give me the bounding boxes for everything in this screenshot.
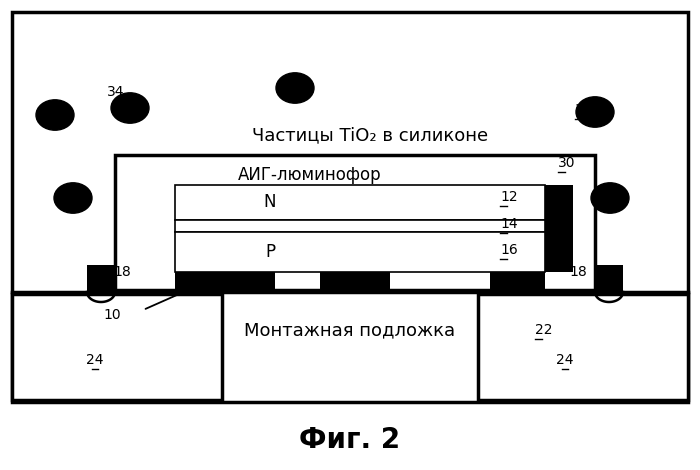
Text: 32: 32	[575, 103, 592, 117]
Text: 30: 30	[558, 156, 575, 170]
Bar	[320, 272, 390, 292]
Text: P: P	[265, 243, 275, 261]
Ellipse shape	[576, 97, 614, 127]
Text: N: N	[264, 193, 276, 211]
Text: Фиг. 2: Фиг. 2	[300, 426, 400, 454]
Bar	[12, 12, 688, 402]
Bar	[175, 232, 545, 272]
Text: АИГ-люминофор: АИГ-люминофор	[238, 166, 382, 184]
Text: 16: 16	[500, 243, 518, 257]
Bar	[478, 294, 688, 400]
Text: 22: 22	[535, 323, 552, 337]
Bar	[545, 185, 573, 272]
Ellipse shape	[54, 183, 92, 213]
Text: 18: 18	[113, 265, 131, 279]
Bar	[595, 265, 623, 294]
Text: 18: 18	[569, 265, 587, 279]
Text: 14: 14	[500, 217, 517, 231]
Bar	[175, 185, 545, 220]
Ellipse shape	[111, 93, 149, 123]
Bar	[490, 272, 545, 292]
Text: 10: 10	[103, 308, 121, 322]
Text: 12: 12	[500, 190, 517, 204]
Bar	[87, 265, 115, 294]
Text: 24: 24	[556, 353, 574, 367]
Text: 34: 34	[107, 85, 125, 99]
Bar	[12, 294, 222, 400]
Ellipse shape	[591, 183, 629, 213]
Text: Монтажная подложка: Монтажная подложка	[244, 321, 456, 339]
Text: Частицы TiO₂ в силиконе: Частицы TiO₂ в силиконе	[252, 126, 488, 144]
Bar	[175, 220, 545, 232]
Ellipse shape	[276, 73, 314, 103]
Ellipse shape	[36, 100, 74, 130]
Bar	[115, 155, 595, 290]
Bar	[175, 272, 275, 292]
Text: 24: 24	[86, 353, 104, 367]
